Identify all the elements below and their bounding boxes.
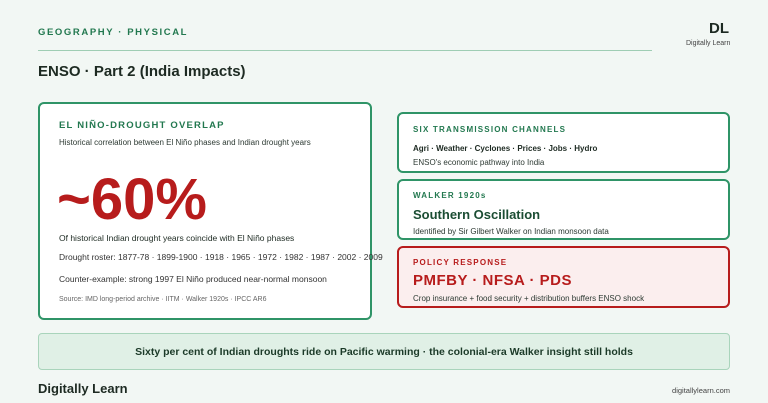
stat-caption: Of historical Indian drought years coinc… bbox=[59, 233, 295, 243]
card-heading: Agri · Weather · Cyclones · Prices · Job… bbox=[413, 144, 598, 153]
card-label: SIX TRANSMISSION CHANNELS bbox=[413, 125, 567, 134]
main-card: EL NIÑO-DROUGHT OVERLAP Historical corre… bbox=[38, 102, 383, 320]
card-note: ENSO's economic pathway into India bbox=[413, 158, 545, 167]
divider bbox=[38, 50, 652, 51]
roster: Drought roster: 1877-78 · 1899-1900 · 19… bbox=[59, 252, 383, 262]
footer-brand: Digitally Learn bbox=[38, 381, 128, 396]
side-card: WALKER 1920s Southern Oscillation Identi… bbox=[397, 179, 730, 240]
counter-example: Counter-example: strong 1997 El Niño pro… bbox=[59, 274, 327, 284]
side-card: POLICY RESPONSE PMFBY · NFSA · PDS Crop … bbox=[397, 246, 730, 308]
card-heading: PMFBY · NFSA · PDS bbox=[413, 272, 573, 289]
card-note: Identified by Sir Gilbert Walker on Indi… bbox=[413, 227, 609, 236]
card-subtitle: Historical correlation between El Niño p… bbox=[59, 138, 311, 147]
logo-caption: Digitally Learn bbox=[686, 40, 731, 47]
stat: ~60% bbox=[57, 167, 207, 232]
card-label: WALKER 1920s bbox=[413, 191, 487, 200]
card-note: Crop insurance + food security + distrib… bbox=[413, 294, 645, 303]
section-label: GEOGRAPHY · PHYSICAL bbox=[38, 27, 189, 38]
card-label: POLICY RESPONSE bbox=[413, 258, 508, 267]
card-label: EL NIÑO-DROUGHT OVERLAP bbox=[59, 120, 225, 131]
source: Source: IMD long-period archive · IITM ·… bbox=[59, 296, 267, 303]
banner: Sixty per cent of Indian droughts ride o… bbox=[38, 333, 730, 370]
footer-url: digitallylearn.com bbox=[672, 386, 730, 395]
title: ENSO · Part 2 (India Impacts) bbox=[38, 63, 246, 80]
side-card: SIX TRANSMISSION CHANNELS Agri · Weather… bbox=[397, 112, 730, 173]
logo: DL bbox=[709, 20, 729, 37]
card-heading: Southern Oscillation bbox=[413, 207, 541, 222]
